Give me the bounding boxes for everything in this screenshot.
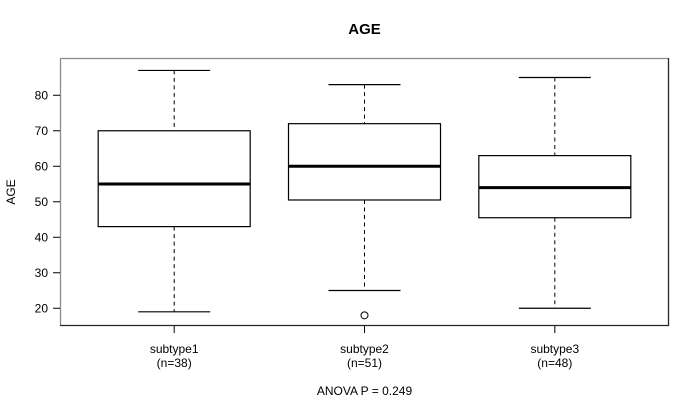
group-label: subtype3 bbox=[530, 342, 579, 356]
y-tick-label: 20 bbox=[35, 301, 49, 315]
plot-frame-bottom-right bbox=[60, 58, 670, 327]
y-tick-label: 70 bbox=[35, 124, 49, 138]
y-tick-label: 30 bbox=[35, 266, 49, 280]
y-tick-label: 50 bbox=[35, 195, 49, 209]
box-group-subtype1 bbox=[97, 69, 251, 313]
box-group-subtype3 bbox=[478, 76, 632, 309]
outlier-point bbox=[360, 311, 369, 320]
group-n-label: (n=48) bbox=[537, 356, 572, 370]
group-label: subtype1 bbox=[150, 342, 199, 356]
boxplot-series bbox=[97, 69, 632, 320]
y-tick-label: 40 bbox=[35, 230, 49, 244]
chart-title: AGE bbox=[348, 21, 381, 38]
y-tick-label: 80 bbox=[35, 88, 49, 102]
group-n-label: (n=51) bbox=[347, 356, 382, 370]
y-axis-title: AGE bbox=[4, 179, 18, 204]
group-label: subtype2 bbox=[340, 342, 389, 356]
box-group-subtype2 bbox=[287, 84, 442, 320]
plot-frame bbox=[59, 57, 670, 327]
iqr-box bbox=[97, 130, 251, 228]
group-n-label: (n=38) bbox=[157, 356, 192, 370]
y-axis: 20 30 40 50 60 70 80 bbox=[35, 88, 60, 315]
iqr-box bbox=[287, 123, 442, 201]
x-axis: subtype1(n=38) subtype2(n=51) subtype3(n=4… bbox=[150, 326, 579, 370]
y-tick-label: 60 bbox=[35, 159, 49, 173]
caption-anova-p: ANOVA P = 0.249 bbox=[317, 384, 413, 398]
plot-frame-top-left bbox=[59, 57, 669, 326]
